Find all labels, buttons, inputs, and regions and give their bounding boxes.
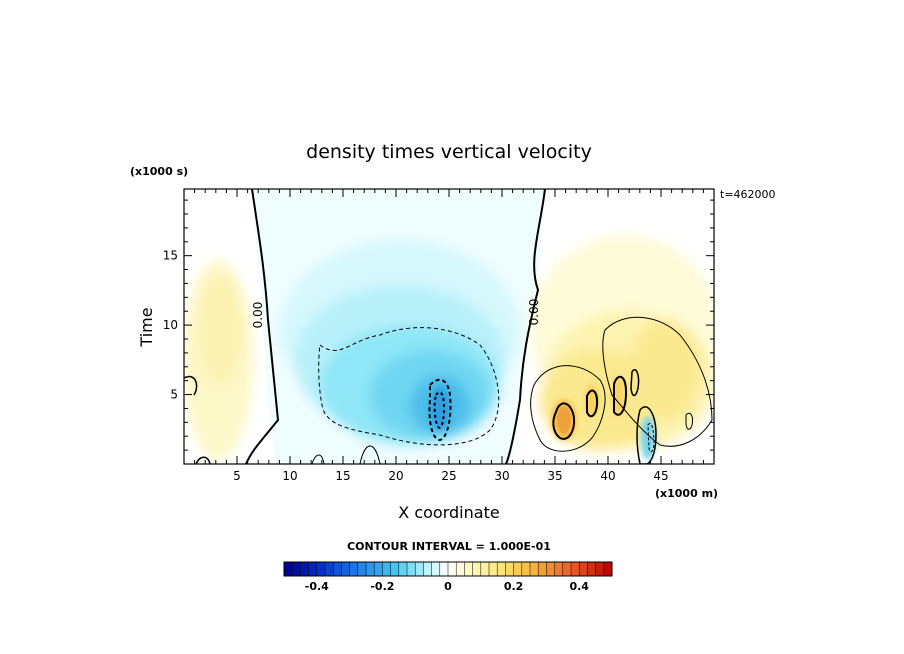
colorbar-swatch [571, 562, 580, 576]
colorbar-swatch [349, 562, 359, 576]
colorbar-swatch [562, 562, 572, 576]
colorbar-swatch [603, 562, 613, 576]
colorbar-tick-label: -0.2 [370, 580, 394, 593]
colorbar-swatch [308, 562, 318, 576]
x-axis: 5 10 15 20 25 30 35 40 45 [194, 189, 704, 483]
colorbar-swatch [357, 562, 367, 576]
colorbar-swatch [431, 562, 441, 576]
x-tick-label: 15 [335, 469, 350, 483]
colorbar-swatch [579, 562, 588, 576]
x-tick-label: 5 [233, 469, 241, 483]
colorbar-swatch [316, 562, 326, 576]
zero-contour-label-left: 0.00 [251, 302, 265, 329]
x-axis-title: X coordinate [398, 503, 499, 522]
colorbar-swatch [505, 562, 514, 576]
colorbar-swatch [423, 562, 432, 576]
colorbar-swatch [439, 562, 449, 576]
heatmap-field [184, 189, 714, 464]
colorbar-swatch [407, 562, 416, 576]
y-tick-label: 15 [163, 249, 178, 263]
colorbar-swatch [480, 562, 490, 576]
colorbar-swatch [382, 562, 391, 576]
y-axis: 5 10 15 [163, 199, 714, 451]
colorbar: -0.4 -0.2 0 0.2 0.4 [283, 561, 613, 593]
colorbar-tick-label: 0 [444, 580, 452, 593]
y-units-label: (x1000 s) [130, 165, 188, 178]
colorbar-swatch [530, 562, 539, 576]
colorbar-swatch [415, 562, 424, 576]
colorbar-swatch [587, 562, 596, 576]
timestamp-label: t=462000 [720, 188, 776, 201]
colorbar-swatch [398, 562, 408, 576]
x-tick-label: 20 [388, 469, 403, 483]
zero-contour-label-right: 0.00 [527, 299, 541, 326]
y-tick-label: 5 [170, 388, 178, 402]
x-tick-label: 25 [441, 469, 456, 483]
colorbar-swatch [366, 562, 375, 576]
contour-interval-label: CONTOUR INTERVAL = 1.000E-01 [347, 540, 551, 553]
colorbar-swatch [456, 562, 465, 576]
colorbar-swatch [300, 562, 309, 576]
chart-title: density times vertical velocity [306, 141, 592, 163]
colorbar-swatch [489, 562, 498, 576]
colorbar-swatch [472, 562, 482, 576]
colorbar-swatch [448, 562, 457, 576]
x-tick-label: 10 [282, 469, 297, 483]
colorbar-swatch [325, 562, 334, 576]
colorbar-swatch [292, 562, 301, 576]
colorbar-tick-label: 0.4 [569, 580, 589, 593]
colorbar-swatch [464, 562, 473, 576]
colorbar-swatch [546, 562, 555, 576]
colorbar-swatch [513, 562, 523, 576]
colorbar-swatch [595, 562, 605, 576]
colorbar-tick-label: 0.2 [504, 580, 524, 593]
y-axis-title: Time [137, 307, 156, 347]
x-tick-label: 45 [653, 469, 668, 483]
x-tick-label: 35 [547, 469, 562, 483]
x-units-label: (x1000 m) [655, 487, 718, 500]
x-tick-label: 30 [494, 469, 509, 483]
colorbar-swatch [374, 562, 383, 576]
x-tick-label: 40 [600, 469, 615, 483]
colorbar-tick-label: -0.4 [305, 580, 329, 593]
colorbar-swatch [554, 562, 564, 576]
y-tick-label: 10 [163, 318, 178, 332]
colorbar-swatch [333, 562, 342, 576]
colorbar-frame [283, 561, 613, 577]
colorbar-swatch [341, 562, 350, 576]
colorbar-swatch [390, 562, 400, 576]
colorbar-swatch [521, 562, 531, 576]
colorbar-swatch [284, 562, 293, 576]
colorbar-swatch [497, 562, 506, 576]
colorbar-swatch [538, 562, 547, 576]
